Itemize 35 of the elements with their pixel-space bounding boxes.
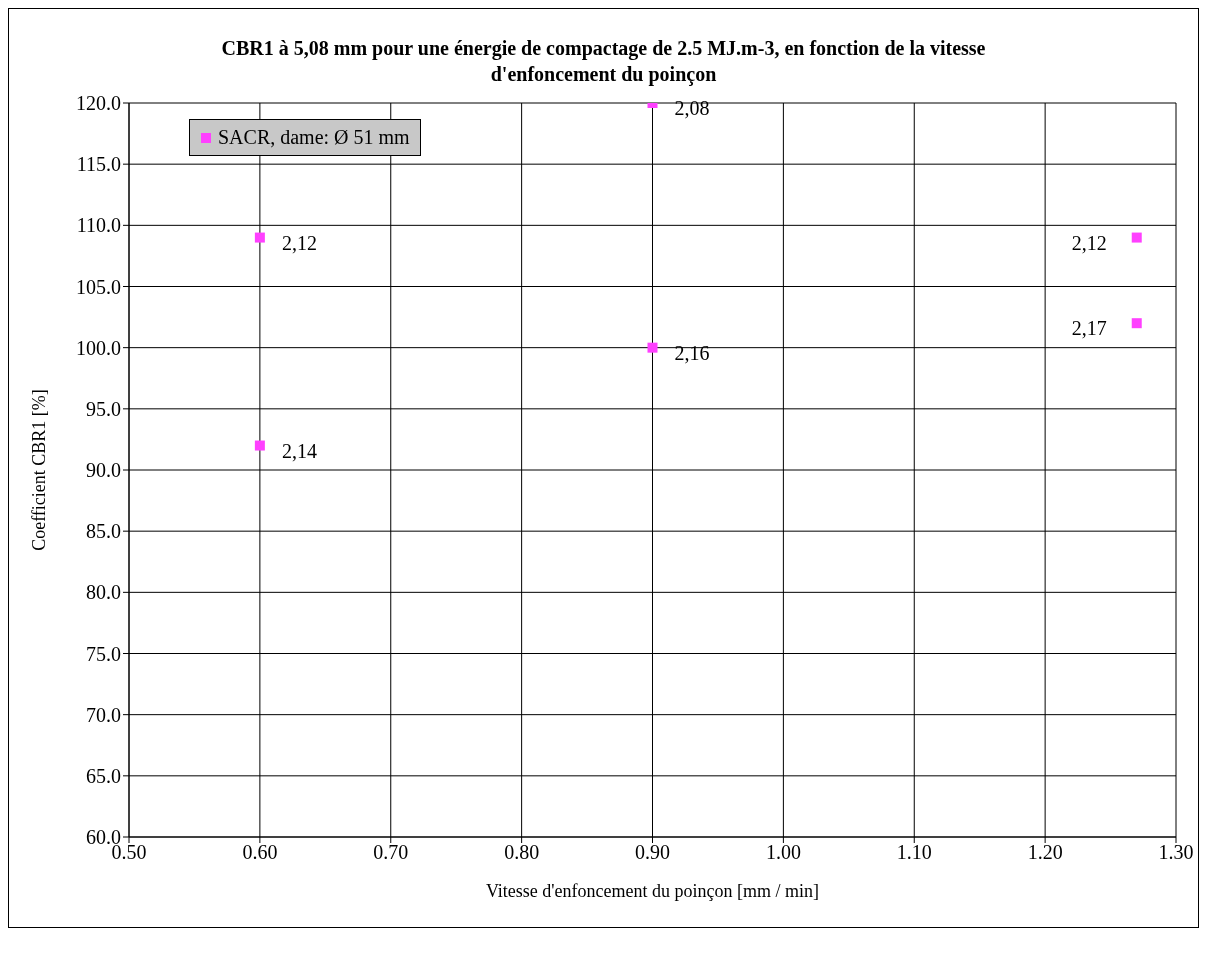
x-tick-label: 1.30 bbox=[1158, 841, 1194, 864]
y-tick-label: 110.0 bbox=[76, 214, 121, 237]
annotation: 2,14 bbox=[281, 439, 317, 462]
chart-title: CBR1 à 5,08 mm pour une énergie de compactage de 2.5 MJ.m-3, en fonction de la vitesse d'enfoncement du poinçon bbox=[220, 36, 987, 87]
x-tick-label: 0.70 bbox=[373, 841, 409, 864]
annotation: 2,12 bbox=[1071, 231, 1107, 254]
annotation: 2,16 bbox=[674, 341, 710, 364]
x-tick-label: 1.00 bbox=[765, 841, 801, 864]
y-tick-label: 115.0 bbox=[76, 153, 121, 176]
y-tick-label: 100.0 bbox=[76, 336, 121, 359]
x-tick-label: 0.80 bbox=[504, 841, 540, 864]
x-tick-label: 0.60 bbox=[242, 841, 278, 864]
y-tick-label: 80.0 bbox=[86, 581, 121, 604]
y-tick-label: 95.0 bbox=[86, 397, 121, 420]
x-tick-label: 1.20 bbox=[1027, 841, 1063, 864]
point bbox=[254, 232, 265, 243]
annotation: 2,12 bbox=[281, 231, 317, 254]
y-tick-label: 65.0 bbox=[86, 764, 121, 787]
point bbox=[647, 342, 658, 353]
legend-label: SACR, dame: Ø 51 mm bbox=[218, 126, 410, 149]
annotation: 2,17 bbox=[1071, 317, 1107, 340]
y-tick-label: 105.0 bbox=[76, 275, 121, 298]
y-tick-label: 75.0 bbox=[86, 642, 121, 665]
x-tick-label: 1.10 bbox=[896, 841, 932, 864]
point bbox=[1131, 318, 1142, 329]
y-tick-label: 70.0 bbox=[86, 703, 121, 726]
point bbox=[254, 440, 265, 451]
x-tick-label: 0.90 bbox=[635, 841, 670, 864]
point bbox=[1131, 232, 1142, 243]
x-axis-title: Vitesse d'enfoncement du poinçon [mm / min] bbox=[485, 881, 820, 901]
y-tick-label: 90.0 bbox=[86, 459, 121, 482]
y-tick-label: 120.0 bbox=[76, 92, 121, 115]
y-axis-title: Coefficient CBR1 [%] bbox=[29, 389, 50, 551]
y-tick-label: 85.0 bbox=[86, 520, 121, 543]
annotation: 2,08 bbox=[674, 97, 710, 119]
